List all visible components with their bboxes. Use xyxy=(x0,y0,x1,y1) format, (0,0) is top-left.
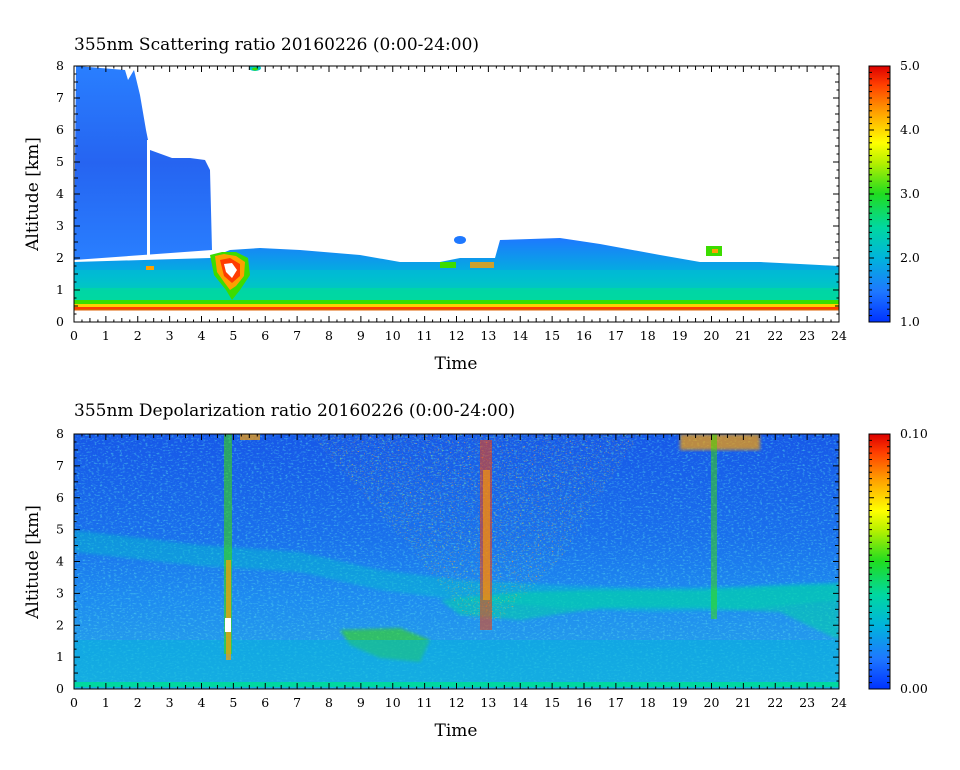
x-tick-label: 3 xyxy=(166,328,174,343)
chart1-dust-plume xyxy=(210,252,250,300)
x-tick-label: 7 xyxy=(293,328,301,343)
y-tick-label: 1 xyxy=(56,282,64,297)
y-tick-label: 8 xyxy=(56,58,64,73)
x-tick-label: 16 xyxy=(576,328,592,343)
x-tick-label: 7 xyxy=(293,695,301,710)
x-tick-label: 2 xyxy=(134,695,142,710)
x-tick-label: 12 xyxy=(449,328,465,343)
x-tick-label: 6 xyxy=(261,695,269,710)
x-tick-label: 22 xyxy=(767,695,783,710)
x-tick-label: 9 xyxy=(357,695,365,710)
x-tick-label: 14 xyxy=(512,695,528,710)
x-tick-label: 19 xyxy=(672,695,688,710)
chart1-plot-area xyxy=(74,66,839,322)
colorbar-tick-label: 4.0 xyxy=(900,122,920,137)
x-tick-label: 24 xyxy=(831,328,847,343)
x-tick-label: 15 xyxy=(544,695,560,710)
colorbar-tick-label: 5.0 xyxy=(900,58,920,73)
colorbar-tick-label: 2.0 xyxy=(900,250,920,265)
y-tick-label: 3 xyxy=(56,585,64,600)
x-tick-label: 24 xyxy=(831,695,847,710)
x-tick-label: 12 xyxy=(449,695,465,710)
x-tick-label: 19 xyxy=(672,328,688,343)
x-tick-label: 0 xyxy=(70,328,78,343)
x-tick-label: 23 xyxy=(799,695,815,710)
x-tick-label: 4 xyxy=(198,328,206,343)
chart2-colorbar-ticks: 0.00 0.10 xyxy=(869,426,928,696)
chart1-upper-cloud xyxy=(74,66,212,260)
colorbar-tick-label: 0.10 xyxy=(900,426,928,441)
x-tick-label: 17 xyxy=(608,695,624,710)
x-tick-label: 0 xyxy=(70,695,78,710)
x-tick-label: 8 xyxy=(325,328,333,343)
y-tick-label: 2 xyxy=(56,617,64,632)
x-tick-label: 9 xyxy=(357,328,365,343)
x-tick-label: 13 xyxy=(480,695,496,710)
x-tick-label: 6 xyxy=(261,328,269,343)
x-tick-label: 20 xyxy=(704,328,720,343)
y-tick-label: 7 xyxy=(56,458,64,473)
x-tick-label: 5 xyxy=(229,695,237,710)
x-tick-label: 10 xyxy=(385,328,401,343)
y-tick-label: 8 xyxy=(56,426,64,441)
y-tick-label: 4 xyxy=(56,186,64,201)
x-tick-label: 21 xyxy=(735,695,751,710)
chart2-ticks xyxy=(73,433,840,690)
chart1-ylabel: Altitude [km] xyxy=(23,137,43,252)
y-tick-label: 0 xyxy=(56,314,64,329)
y-tick-label: 5 xyxy=(56,522,64,537)
x-tick-label: 11 xyxy=(417,328,433,343)
x-tick-label: 5 xyxy=(229,328,237,343)
x-tick-label: 1 xyxy=(102,328,110,343)
x-tick-label: 18 xyxy=(640,328,656,343)
chart2-ylabel: Altitude [km] xyxy=(23,505,43,620)
y-tick-label: 6 xyxy=(56,122,64,137)
chart2-vertical-streaks xyxy=(224,434,717,660)
x-tick-label: 2 xyxy=(134,328,142,343)
x-tick-label: 8 xyxy=(325,695,333,710)
x-tick-label: 21 xyxy=(735,328,751,343)
chart1-title: 355nm Scattering ratio 20160226 (0:00-24… xyxy=(74,35,479,55)
x-tick-label: 15 xyxy=(544,328,560,343)
x-tick-label: 22 xyxy=(767,328,783,343)
colorbar-tick-label: 0.00 xyxy=(900,681,928,696)
colorbar-tick-label: 1.0 xyxy=(900,314,920,329)
chart1-ticks xyxy=(73,65,840,323)
chart2-xlabel: Time xyxy=(435,721,478,741)
y-tick-label: 4 xyxy=(56,554,64,569)
chart1-tick-labels: 0 1 2 3 4 5 6 7 8 9 10 11 12 13 14 15 16 17 18 19 20 21 22 23 24… xyxy=(56,58,847,343)
chart2-plot-area xyxy=(74,434,839,689)
x-tick-label: 20 xyxy=(704,695,720,710)
y-tick-label: 1 xyxy=(56,649,64,664)
x-tick-label: 1 xyxy=(102,695,110,710)
y-tick-label: 7 xyxy=(56,90,64,105)
chart2-title: 355nm Depolarization ratio 20160226 (0:0… xyxy=(74,401,515,421)
chart2-tick-labels: 0 1 2 3 4 5 6 7 8 9 10 11 12 13 14 15 16 17 18 19 20 21 22 23 24… xyxy=(56,426,847,710)
x-tick-label: 11 xyxy=(417,695,433,710)
x-tick-label: 14 xyxy=(512,328,528,343)
y-tick-label: 0 xyxy=(56,681,64,696)
x-tick-label: 3 xyxy=(166,695,174,710)
y-tick-label: 6 xyxy=(56,490,64,505)
y-tick-label: 5 xyxy=(56,154,64,169)
y-tick-label: 3 xyxy=(56,218,64,233)
chart1-colorbar-ticks: 1.0 2.0 3.0 4.0 5.0 xyxy=(869,58,920,329)
x-tick-label: 4 xyxy=(198,695,206,710)
x-tick-label: 13 xyxy=(480,328,496,343)
x-tick-label: 18 xyxy=(640,695,656,710)
colorbar-tick-label: 3.0 xyxy=(900,186,920,201)
x-tick-label: 10 xyxy=(385,695,401,710)
x-tick-label: 23 xyxy=(799,328,815,343)
y-tick-label: 2 xyxy=(56,250,64,265)
x-tick-label: 17 xyxy=(608,328,624,343)
x-tick-label: 16 xyxy=(576,695,592,710)
chart1-xlabel: Time xyxy=(435,354,478,374)
